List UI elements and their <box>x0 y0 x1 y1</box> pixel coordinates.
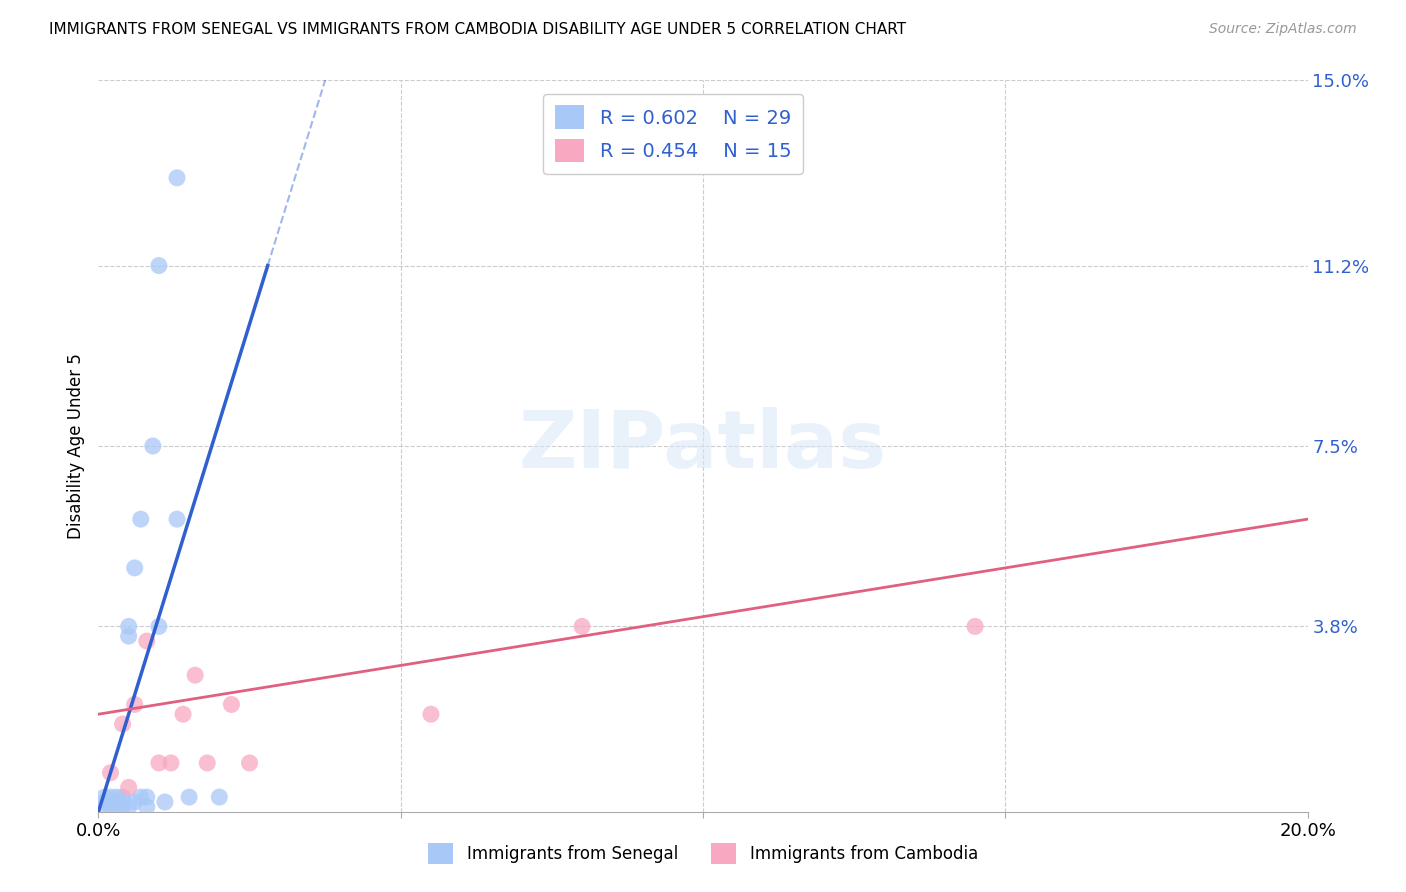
Point <box>135 790 157 805</box>
Point <box>111 717 134 731</box>
Point <box>100 790 122 805</box>
Point <box>142 439 165 453</box>
Point <box>148 259 170 273</box>
Point <box>148 619 170 633</box>
Point <box>118 629 141 643</box>
Point <box>93 795 115 809</box>
Point <box>166 170 188 185</box>
Point <box>160 756 183 770</box>
Point <box>153 795 176 809</box>
Point <box>100 795 122 809</box>
Point <box>118 800 141 814</box>
Point <box>100 765 122 780</box>
Point <box>239 756 262 770</box>
Point <box>124 698 146 712</box>
Point <box>111 795 134 809</box>
Point <box>118 780 141 795</box>
Point <box>93 800 115 814</box>
Text: Source: ZipAtlas.com: Source: ZipAtlas.com <box>1209 22 1357 37</box>
Point <box>100 800 122 814</box>
Text: ZIPatlas: ZIPatlas <box>519 407 887 485</box>
Point <box>166 512 188 526</box>
Point <box>965 619 987 633</box>
Point <box>111 800 134 814</box>
Point <box>148 756 170 770</box>
Point <box>135 800 157 814</box>
Legend: R = 0.602    N = 29, R = 0.454    N = 15: R = 0.602 N = 29, R = 0.454 N = 15 <box>544 94 803 174</box>
Point <box>111 790 134 805</box>
Legend: Immigrants from Senegal, Immigrants from Cambodia: Immigrants from Senegal, Immigrants from… <box>422 837 984 871</box>
Point <box>221 698 243 712</box>
Point <box>124 561 146 575</box>
Point <box>118 619 141 633</box>
Point <box>129 512 152 526</box>
Point <box>208 790 231 805</box>
Point <box>105 790 128 805</box>
Point <box>129 790 152 805</box>
Point <box>179 790 201 805</box>
Point <box>184 668 207 682</box>
Point <box>105 795 128 809</box>
Point <box>420 707 443 722</box>
Point <box>124 795 146 809</box>
Point <box>172 707 194 722</box>
Point <box>105 800 128 814</box>
Point <box>93 790 115 805</box>
Y-axis label: Disability Age Under 5: Disability Age Under 5 <box>66 353 84 539</box>
Point <box>571 619 593 633</box>
Text: IMMIGRANTS FROM SENEGAL VS IMMIGRANTS FROM CAMBODIA DISABILITY AGE UNDER 5 CORRE: IMMIGRANTS FROM SENEGAL VS IMMIGRANTS FR… <box>49 22 907 37</box>
Point <box>135 634 157 648</box>
Point <box>195 756 218 770</box>
